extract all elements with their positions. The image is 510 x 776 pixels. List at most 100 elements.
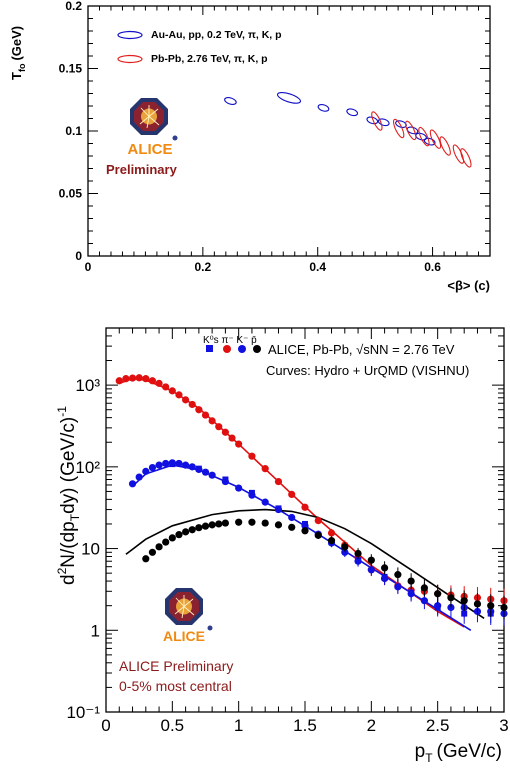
pbpb-point: [439, 136, 451, 156]
kaon-point: [142, 467, 150, 475]
k0s-point: [169, 461, 176, 468]
antiproton-point: [434, 590, 442, 598]
kaon-point: [235, 484, 243, 492]
legend-marker-pion: [223, 345, 231, 353]
pion-point: [122, 375, 130, 383]
antiproton-point: [341, 543, 349, 551]
bottom-x-tick-label: 0: [101, 716, 110, 735]
bottom-legend: K⁰s π⁻ K⁻ p̄ ALICE, Pb-Pb, √sNN = 2.76 T…: [203, 335, 469, 378]
antiproton-point: [195, 524, 203, 532]
k0s-point: [355, 557, 362, 564]
pion-point: [208, 417, 216, 425]
kaon-point: [420, 597, 428, 605]
antiproton-point: [394, 571, 402, 579]
antiproton-point: [447, 594, 455, 602]
antiproton-point: [327, 537, 336, 545]
top-tick-labels: 0 0.2 0.4 0.6 0 0.05 0.1 0.15 0.2: [59, 0, 442, 274]
top-data-points: [224, 92, 472, 168]
pion-point: [228, 434, 236, 442]
antiproton-point: [168, 534, 176, 542]
pbpb-point: [452, 144, 465, 164]
antiproton-point: [487, 602, 495, 610]
alice-logo-bottom: ALICE: [163, 588, 213, 644]
kaon-point: [155, 461, 163, 469]
top-x-tick-label: 0.6: [424, 260, 441, 274]
kaon-point: [175, 459, 183, 468]
top-y-tick-label: 0.15: [59, 62, 83, 76]
top-y-tick-label: 0: [75, 249, 82, 263]
antiproton-point: [261, 519, 269, 527]
antiproton-point: [188, 526, 196, 534]
top-legend: Au-Au, pp, 0.2 TeV, π, K, p Pb-Pb, 2.76 …: [117, 29, 282, 65]
alice-logo-bottom-text: ALICE: [163, 628, 205, 644]
antiproton-point: [175, 531, 183, 539]
kaon-point: [201, 468, 210, 476]
antiproton-point: [288, 523, 296, 531]
top-x-tick-label: 0: [85, 260, 92, 274]
legend-marker-pbpb: [117, 54, 143, 64]
top-y-tick-label: 0.1: [65, 124, 82, 138]
antiproton-point: [407, 577, 415, 585]
kaon-point: [261, 498, 269, 506]
legend-label-auau: Au-Au, pp, 0.2 TeV, π, K, p: [151, 29, 282, 41]
pion-point: [128, 374, 137, 382]
antiproton-point: [148, 548, 157, 556]
antiproton-point: [182, 528, 190, 536]
pion-point: [162, 383, 170, 391]
antiproton-point: [367, 556, 375, 564]
pion-point: [215, 423, 223, 431]
auau-point: [377, 118, 390, 127]
pion-point: [148, 377, 157, 385]
kaon-point: [367, 566, 375, 574]
pion-point: [135, 374, 143, 382]
antiproton-point: [155, 543, 163, 551]
pion-point: [221, 428, 229, 436]
antiproton-point: [473, 600, 482, 608]
auau-point: [346, 108, 359, 117]
bottom-y-axis-label: d2N/(dpTdy) (GeV/c)-1: [55, 406, 82, 585]
pion-point: [188, 400, 196, 409]
antiproton-point: [500, 603, 508, 612]
kaon-point: [341, 548, 349, 556]
bottom-x-tick-label: 2: [367, 716, 376, 735]
pion-point: [182, 396, 190, 404]
bottom-y-tick-label: 10²: [75, 458, 100, 477]
antiproton-point: [381, 564, 389, 572]
antiproton-point: [142, 555, 150, 563]
pbpb-point: [429, 129, 442, 149]
antiproton-point: [420, 584, 428, 592]
k0s-point: [302, 520, 308, 527]
legend-label-pbpb: Pb-Pb, 2.76 TeV, π, K, p: [151, 53, 268, 65]
bottom-x-tick-label: 1: [234, 716, 243, 735]
pbpb-point: [393, 118, 405, 139]
bottom-y-tick-label: 1: [91, 621, 100, 640]
pion-point: [168, 387, 176, 395]
pion-point: [175, 391, 183, 399]
alice-logo-top: ALICE: [128, 98, 178, 158]
auau-point: [317, 104, 330, 112]
bottom-x-tick-label: 0.5: [161, 716, 185, 735]
k0s-point: [381, 573, 388, 580]
bottom-x-tick-label: 3: [499, 716, 508, 735]
bottom-y-tick-label: 10: [81, 540, 100, 559]
antiproton-point: [201, 522, 210, 530]
kaon-point: [162, 459, 170, 468]
kaon-point: [128, 480, 137, 488]
k0s-point: [434, 604, 441, 611]
pion-point: [142, 375, 150, 383]
legend-marker-k0s: [206, 345, 213, 352]
antiproton-point: [354, 549, 362, 558]
pion-point: [155, 379, 163, 387]
legend-entry: ALICE, Pb-Pb, √sNN = 2.76 TeV: [268, 342, 455, 357]
top-y-axis-label: Tfo(GeV): [9, 26, 27, 80]
antiproton-point: [274, 521, 283, 529]
bottom-x-tick-label: 2.5: [426, 716, 450, 735]
pion-point: [261, 465, 269, 473]
model-curve: [131, 464, 472, 631]
k0s-point: [461, 610, 468, 617]
top-y-tick-label: 0.05: [59, 187, 83, 201]
pbpb-point: [460, 148, 472, 168]
top-axis-ticks: [87, 5, 491, 257]
top-chart: 0 0.2 0.4 0.6 0 0.05 0.1 0.15 0.2 Au-Au, pp, 0.2…: [9, 0, 491, 293]
